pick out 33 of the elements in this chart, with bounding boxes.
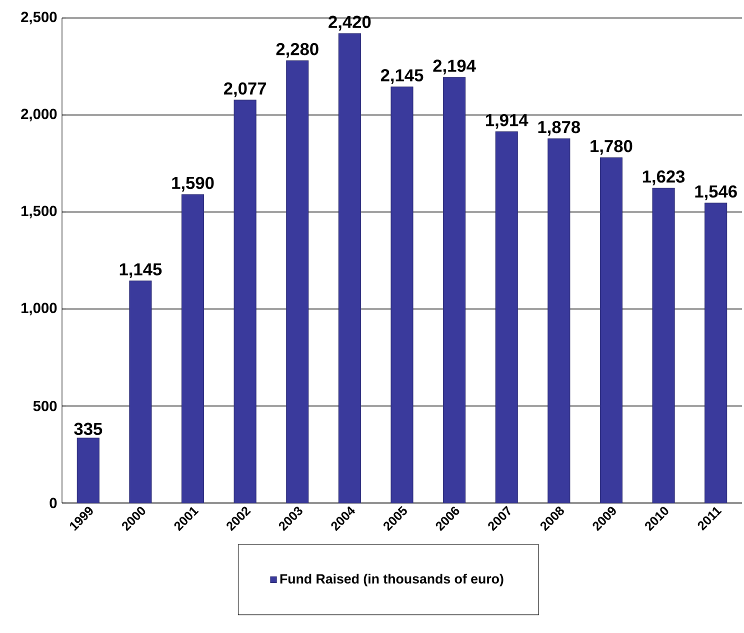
y-tick-label: 2,000 [21,108,57,122]
data-label: 1,878 [538,120,580,136]
data-label: 2,194 [433,60,476,74]
data-label: 1,914 [486,114,528,129]
y-tick-label: 2,500 [21,12,57,24]
bar [600,157,622,504]
bar [234,100,256,504]
data-label: 2,420 [328,16,371,31]
bar [390,86,414,504]
data-label: 1,145 [120,263,162,278]
y-tick-label: 1,500 [22,206,57,218]
data-label: 2,145 [380,69,424,84]
legend-label: Fund Raised (in thousands of euro) [280,574,504,586]
data-label: 1,590 [172,176,214,192]
y-tick-label: 1,000 [22,302,57,316]
data-label: 1,623 [642,170,685,186]
data-label: 335 [74,422,102,436]
bar [338,33,361,504]
bar [443,77,466,504]
data-label: 2,280 [276,42,318,58]
bar [704,202,728,504]
data-label: 2,077 [224,82,266,98]
bar [182,194,204,504]
bar [286,60,309,504]
bar [129,280,152,504]
bar [495,131,518,504]
bar [652,188,675,504]
y-tick-label: 0 [50,498,57,508]
data-label: 1,780 [590,140,632,155]
bar [76,438,100,504]
bar [548,138,570,504]
y-tick-label: 500 [33,400,57,412]
data-label: 1,546 [695,185,737,200]
